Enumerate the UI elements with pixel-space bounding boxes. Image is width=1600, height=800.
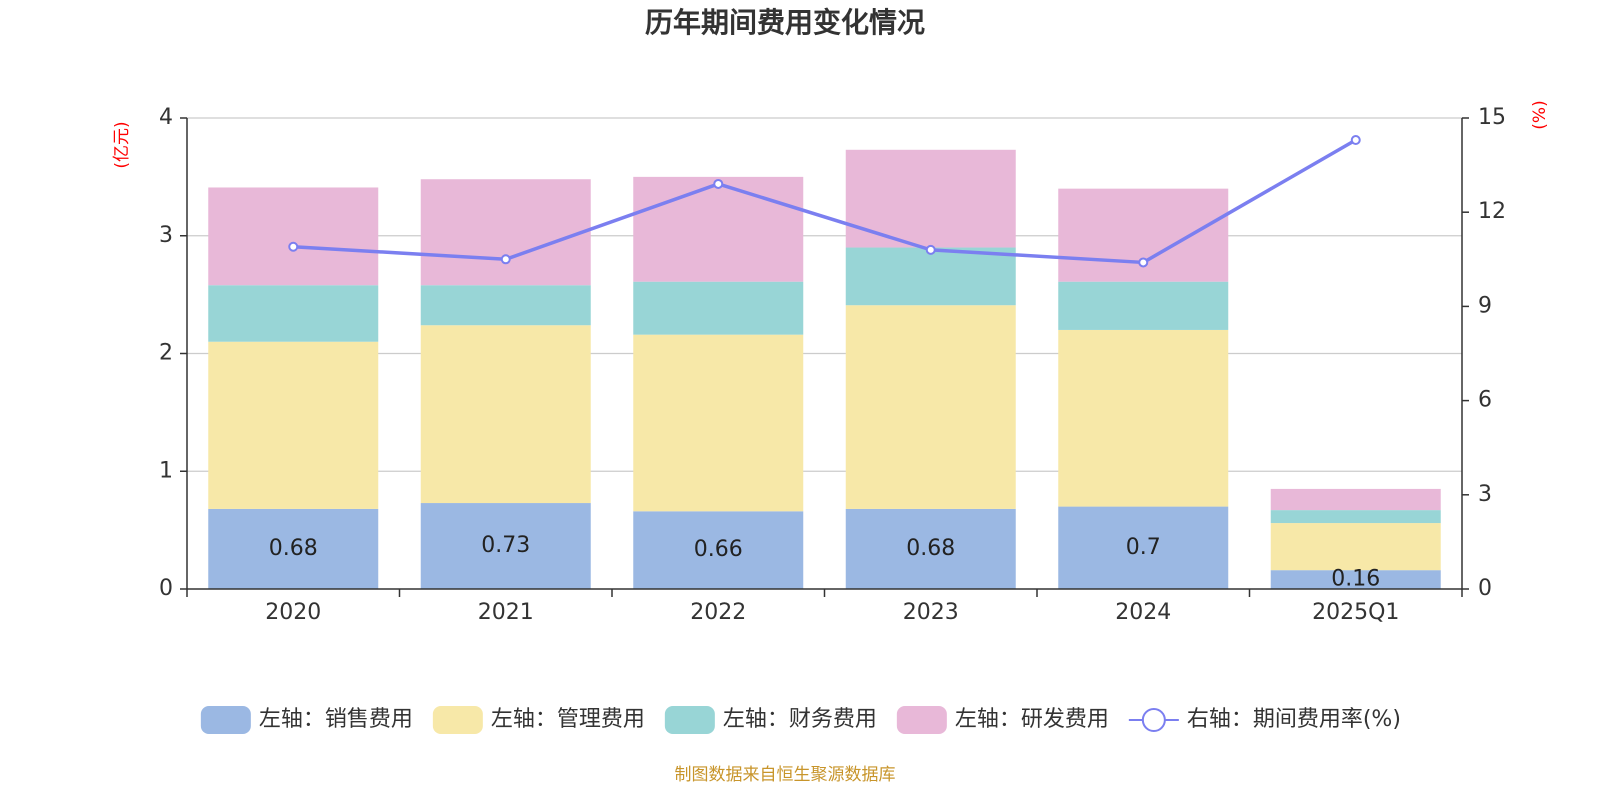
bar-segment xyxy=(633,511,804,589)
bar-segment xyxy=(633,334,804,512)
right-tick-label: 15 xyxy=(1478,105,1506,130)
bar-value-label: 0.7 xyxy=(1126,535,1161,560)
x-tick-label: 2022 xyxy=(690,600,746,625)
bar-segment xyxy=(420,325,591,504)
bar-value-label: 0.66 xyxy=(694,537,743,562)
bar-value-label: 0.68 xyxy=(269,536,318,561)
left-tick-label: 2 xyxy=(159,341,173,366)
rate-point xyxy=(500,254,511,265)
left-axis-unit: (亿元) xyxy=(112,121,132,168)
rate-point xyxy=(713,178,724,189)
bar-value-label: 0.68 xyxy=(906,536,955,561)
bar-segment xyxy=(1058,506,1229,589)
rate-point xyxy=(288,241,299,252)
x-tick-label: 2023 xyxy=(903,600,959,625)
bar-segment xyxy=(845,305,1016,509)
bar-segment xyxy=(208,508,379,589)
right-tick-label: 6 xyxy=(1478,388,1492,413)
x-tick-label: 2024 xyxy=(1115,600,1171,625)
bar-segment xyxy=(633,281,804,335)
data-labels: 0.68 0.73 0.66 0.68 0.7 0.16 xyxy=(269,533,1380,592)
left-tick-label: 3 xyxy=(159,223,173,248)
legend-swatch xyxy=(896,706,947,734)
bar-segment xyxy=(1058,281,1229,330)
left-tick-label: 1 xyxy=(159,458,173,483)
bar-segment xyxy=(1058,188,1229,282)
chart-title: 历年期间费用变化情况 xyxy=(645,6,925,39)
source-note: 制图数据来自恒生聚源数据库 xyxy=(675,765,896,785)
bar-segment xyxy=(1270,488,1441,511)
legend-label: 左轴：销售费用 xyxy=(259,707,413,732)
left-tick-label: 0 xyxy=(159,576,173,601)
x-tick-label: 2021 xyxy=(478,600,534,625)
bar-value-label: 0.73 xyxy=(481,533,530,558)
legend-swatch xyxy=(200,706,251,734)
right-tick-label: 0 xyxy=(1478,576,1492,601)
bar-segment xyxy=(633,176,804,282)
bar-value-label: 0.16 xyxy=(1331,567,1380,592)
bar-segment xyxy=(420,179,591,286)
x-tick-label: 2020 xyxy=(265,600,321,625)
bar-segment xyxy=(208,341,379,509)
legend-label: 右轴：期间费用率(%) xyxy=(1187,707,1401,732)
bar-segment xyxy=(208,187,379,286)
x-tick-label: 2025Q1 xyxy=(1312,600,1399,625)
bar-segment xyxy=(845,247,1016,306)
right-tick-label: 3 xyxy=(1478,482,1492,507)
bar-segment xyxy=(420,503,591,589)
bar-segment xyxy=(1058,329,1229,507)
legend-marker xyxy=(1141,708,1166,732)
bar-segment xyxy=(845,508,1016,589)
bar-segment xyxy=(1270,523,1441,571)
rate-point xyxy=(925,244,936,255)
right-tick-label: 9 xyxy=(1478,293,1492,318)
rate-point xyxy=(1138,257,1149,268)
bar-segment xyxy=(420,285,591,326)
gridlines xyxy=(187,117,1462,472)
bar-segment xyxy=(208,285,379,342)
right-tick-label: 12 xyxy=(1478,199,1506,224)
left-tick-label: 4 xyxy=(159,105,173,130)
legend: 左轴：销售费用 左轴：管理费用 左轴：财务费用 左轴：研发费用 右轴：期间费用率(%) xyxy=(200,706,1401,734)
rate-point xyxy=(1350,134,1361,145)
rate-line-path xyxy=(293,138,1357,265)
legend-label: 左轴：管理费用 xyxy=(491,707,645,732)
legend-swatch xyxy=(664,706,715,734)
right-axis-unit: (%) xyxy=(1530,100,1550,129)
bars xyxy=(208,149,1441,589)
rate-line xyxy=(288,134,1361,268)
bar-segment xyxy=(1270,510,1441,524)
legend-label: 左轴：研发费用 xyxy=(955,707,1109,732)
legend-swatch xyxy=(432,706,483,734)
legend-label: 左轴：财务费用 xyxy=(723,707,877,732)
bar-segment xyxy=(1270,570,1441,589)
